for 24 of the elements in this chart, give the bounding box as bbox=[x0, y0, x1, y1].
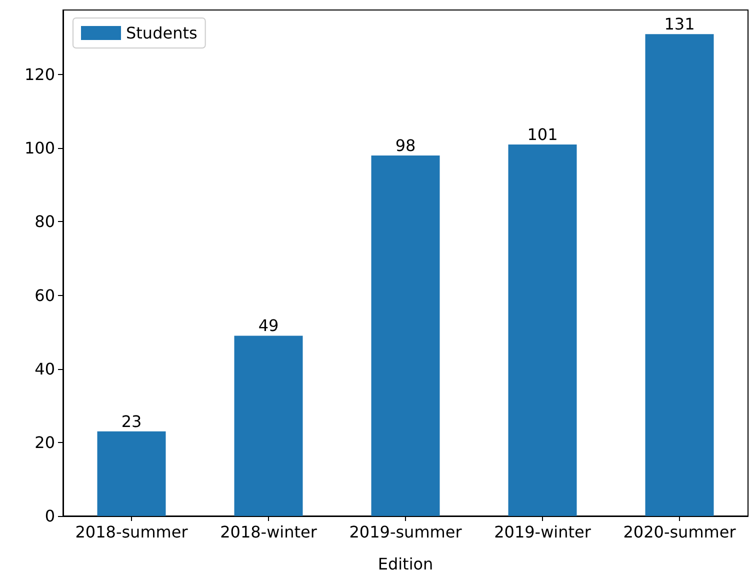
y-tick-label: 60 bbox=[34, 286, 55, 305]
x-tick-label: 2019-summer bbox=[349, 522, 462, 542]
data-label: 131 bbox=[664, 14, 695, 34]
x-tick-label: 2020-summer bbox=[623, 522, 736, 542]
y-tick-label: 100 bbox=[24, 138, 55, 158]
x-tick-label: 2018-summer bbox=[75, 522, 188, 542]
y-tick-label: 40 bbox=[34, 359, 55, 378]
bar bbox=[97, 431, 166, 516]
bar bbox=[508, 144, 577, 516]
y-tick-label: 0 bbox=[44, 506, 55, 526]
y-tick-label: 80 bbox=[34, 212, 55, 232]
x-tick-label: 2019-winter bbox=[494, 522, 592, 542]
x-axis-title: Edition bbox=[378, 554, 434, 574]
data-label: 23 bbox=[121, 412, 142, 431]
data-label: 49 bbox=[258, 316, 279, 336]
data-label: 98 bbox=[395, 136, 416, 155]
y-tick-label: 120 bbox=[24, 65, 55, 84]
data-label: 101 bbox=[527, 124, 558, 144]
bar bbox=[234, 336, 303, 516]
legend-label: Students bbox=[126, 24, 198, 42]
bar bbox=[371, 155, 440, 516]
x-tick-label: 2018-winter bbox=[220, 522, 318, 542]
y-tick-label: 20 bbox=[34, 432, 55, 452]
bar bbox=[645, 34, 714, 516]
